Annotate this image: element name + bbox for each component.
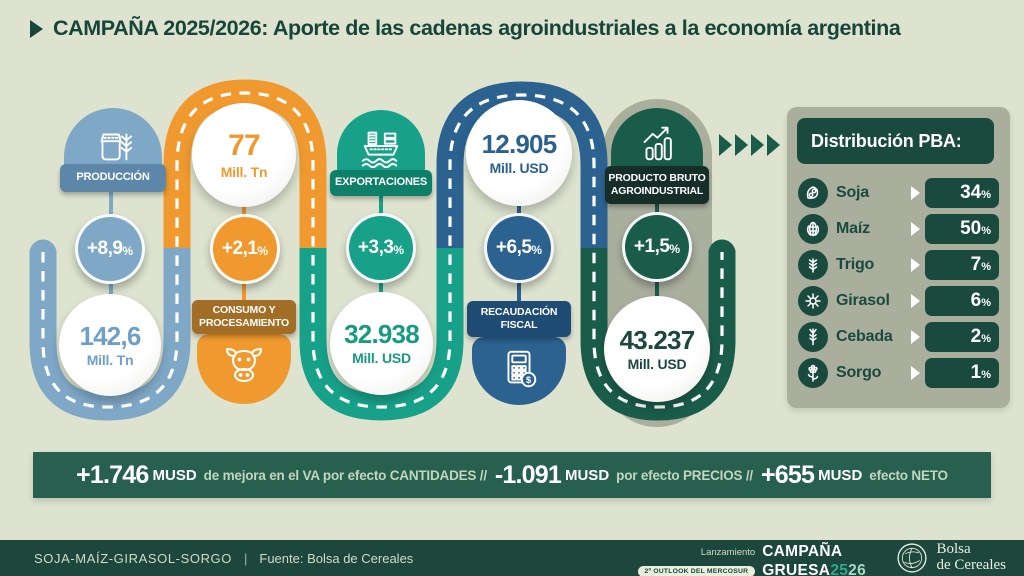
pba-value-circle: 43.237 Mill. USD [604,296,710,402]
pba-label: PRODUCTO BRUTO AGROINDUSTRIAL [605,166,709,204]
header: CAMPAÑA 2025/2026: Aporte de las cadenas… [30,16,901,41]
banner-value-precios: -1.091 [494,460,562,489]
road-dashed-line [41,91,724,409]
footer-divider: | [243,550,248,566]
pba-row-cebada: Cebada 2% [798,319,999,355]
bolsa-emblem-icon [897,543,928,573]
recaudacion-value-circle: 12.905 Mill. USD [466,100,572,206]
soybean-icon [806,186,819,199]
summary-banner: +1.746 MUSD de mejora en el VA por efect… [33,452,991,498]
arrow-right-icon [911,222,920,236]
pba-row-sorgo: Sorgo 1% [798,355,999,391]
arrow-right-icon [911,366,920,380]
arrow-right-icon [911,294,920,308]
pba-row-soja: Soja 34% [798,175,999,211]
footer-left: SOJA-MAÍZ-GIRASOL-SORGO | Fuente: Bolsa … [34,540,413,576]
produccion-label: PRODUCCIÓN [60,164,166,192]
sorghum-icon [807,364,819,382]
page-title: CAMPAÑA 2025/2026: Aporte de las cadenas… [53,16,901,40]
arrow-right-icon [735,134,748,156]
wheat-icon [808,258,818,273]
connector [517,205,521,215]
consumo-value-circle: 77 Mill. Tn [192,103,296,207]
barley-icon [809,328,817,346]
arrow-right-icon [911,186,920,200]
connector [109,192,113,216]
pba-value-badge: 7% [925,250,999,280]
pba-value-badge: 34% [925,178,999,208]
pba-value-badge: 1% [925,358,999,388]
exportaciones-value-circle: 32.938 Mill. USD [330,292,433,395]
cow-icon [226,348,262,382]
pba-value-badge: 6% [925,286,999,316]
campaign-year2: 26 [848,562,866,576]
bolsa-logo: Bolsa de Cereales [896,541,1006,574]
pba-rows: Soja 34% Maíz 50% Trigo 7% Girasol 6 [798,175,999,391]
pba-row-girasol: Girasol 6% [798,283,999,319]
outlook-badge: 2º OUTLOOK DEL MERCOSUR [637,565,756,576]
connector [379,196,383,214]
connector [242,284,246,302]
flow-arrows [719,134,780,156]
pba-row-trigo: Trigo 7% [798,247,999,283]
pba-value-badge: 50% [925,214,999,244]
connector [655,204,659,214]
connector [109,284,113,296]
recaudacion-growth-circle: +6,5% [484,213,554,283]
footer-crops: SOJA-MAÍZ-GIRASOL-SORGO [34,550,232,566]
launch-label: Lanzamiento [700,546,756,558]
banner-value-neto: +655 [760,460,815,489]
bar-chart-icon [643,126,672,161]
consumo-label: CONSUMO Y PROCESAMIENTO [192,300,296,334]
connector [517,283,521,303]
exportaciones-growth-circle: +3,3% [346,213,416,283]
footer-bar: SOJA-MAÍZ-GIRASOL-SORGO | Fuente: Bolsa … [0,540,1024,576]
exportaciones-dome [337,110,425,176]
campaign-year1: 25 [830,562,849,576]
campaign-title: CAMPAÑA [762,543,843,560]
recaudacion-dome: $ [472,337,566,405]
title-bullet-icon [30,19,43,38]
launch-block: Lanzamiento CAMPAÑA 2º OUTLOOK DEL MERCO… [637,543,866,576]
footer-source: Fuente: Bolsa de Cereales [259,550,414,566]
arrow-right-icon [719,134,732,156]
pba-row-maiz: Maíz 50% [798,211,999,247]
corn-icon [806,221,820,237]
campaign-gruesa: GRUESA2526 [762,562,866,576]
grain-sack-icon [100,133,133,161]
consumo-growth-circle: +2,1% [210,214,280,284]
recaudacion-label: RECAUDACIÓN FISCAL [467,301,571,337]
pba-value-badge: 2% [925,322,999,352]
arrow-right-icon [911,330,920,344]
ship-icon [361,131,399,168]
connector [379,283,383,293]
pba-panel-title: Distribución PBA: [797,118,994,164]
produccion-growth-circle: +8,9% [75,214,145,284]
bolsa-logo-text: Bolsa de Cereales [936,541,1006,573]
calculator-icon: $ [507,350,537,388]
svg-text:$: $ [526,375,532,386]
arrow-right-icon [911,258,920,272]
connector [655,282,659,298]
pba-growth-circle: +1,5% [622,212,692,282]
exportaciones-label: EXPORTACIONES [330,170,432,196]
banner-value-cantidades: +1.746 [76,460,149,489]
produccion-value-circle: 142,6 Mill. Tn [59,294,161,396]
pba-panel: Distribución PBA: Soja 34% Maíz 50% Trig… [787,107,1010,408]
arrow-right-icon [767,134,780,156]
sunflower-icon [805,293,821,309]
arrow-right-icon [751,134,764,156]
connector [242,206,246,216]
